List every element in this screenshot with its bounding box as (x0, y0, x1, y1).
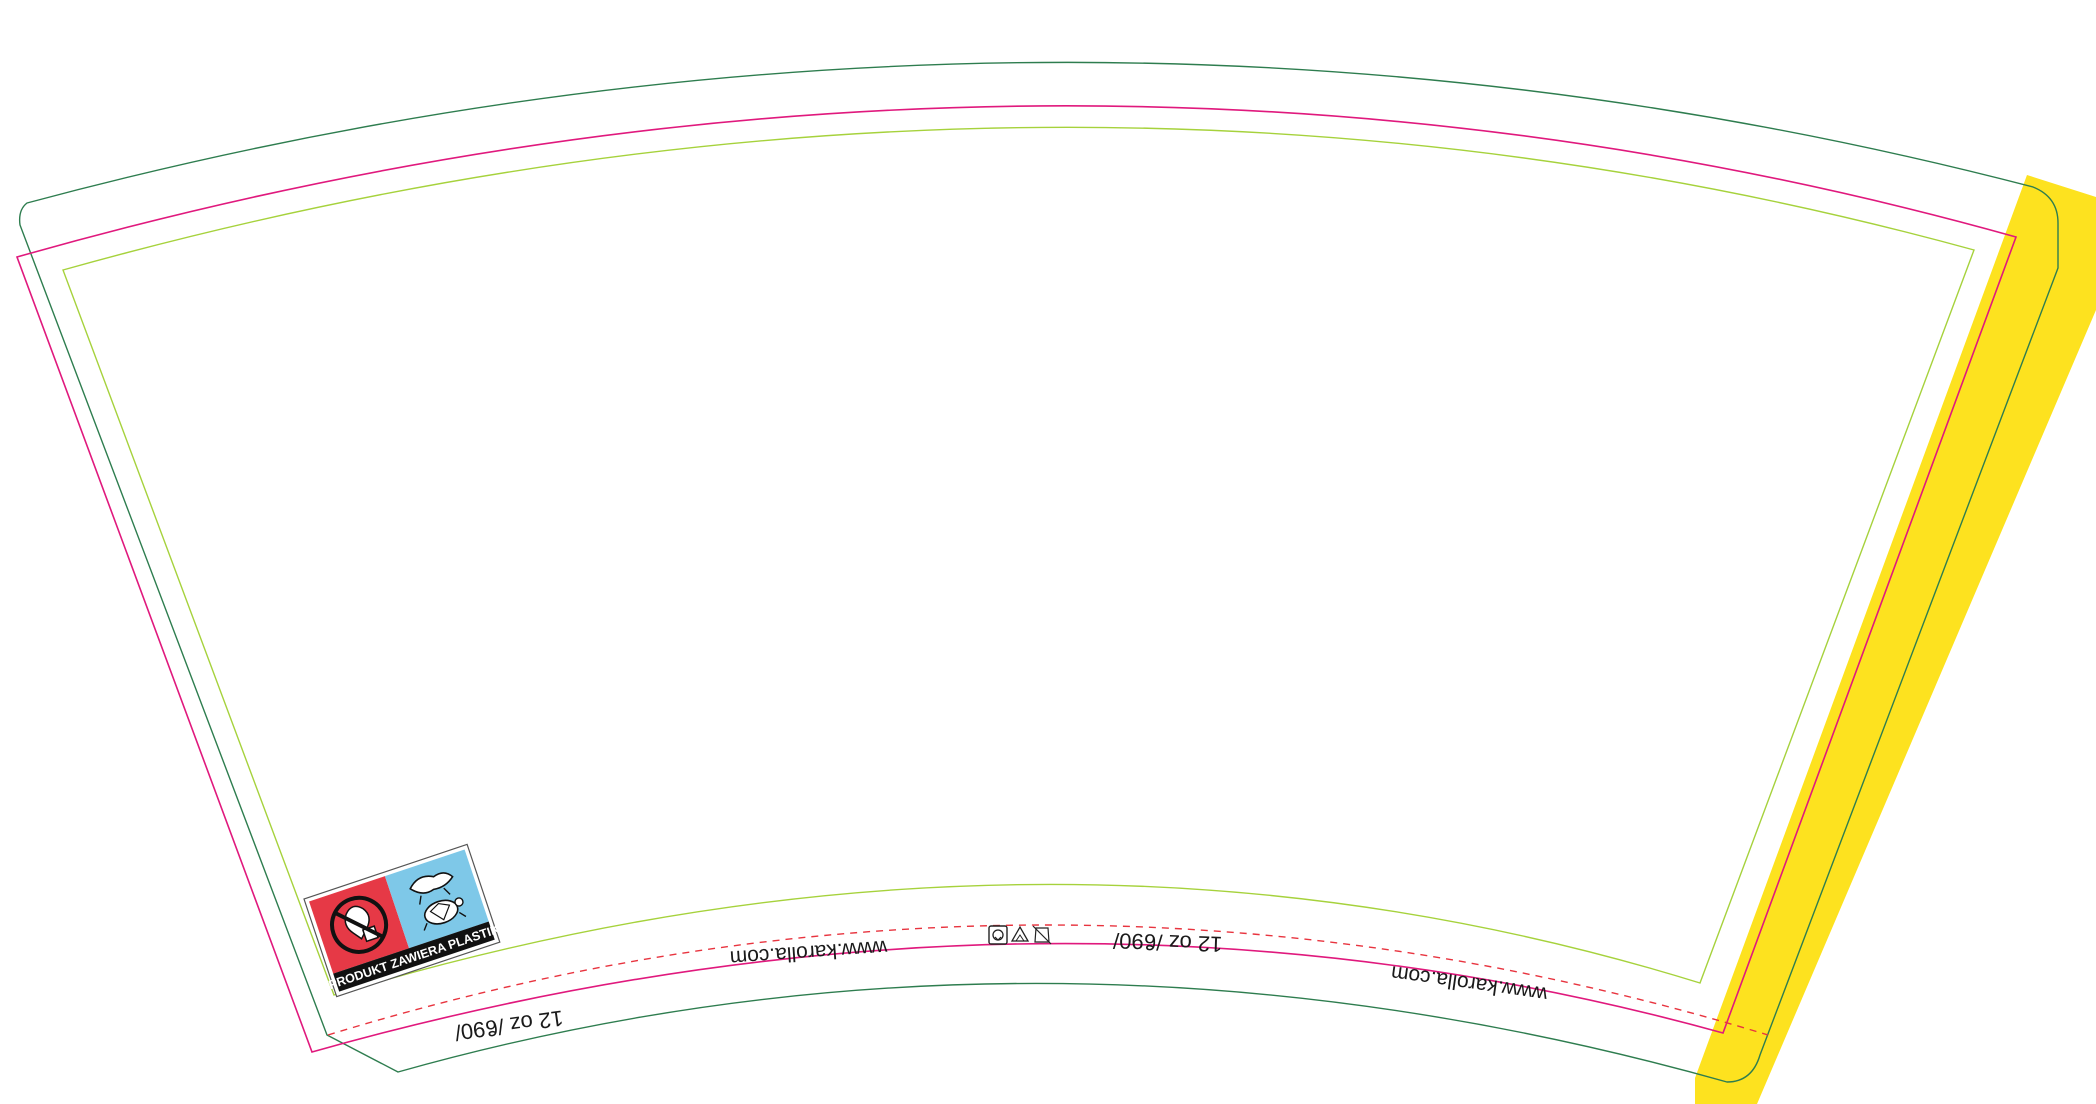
recycle-icon (988, 925, 1008, 945)
url-label-right: www.karolla.com (1389, 961, 1549, 1006)
plastic-warning-badge: PRODUKT ZAWIERA PLASTIK (303, 843, 501, 998)
safe-area-line (62, 126, 1975, 996)
food-safe-icon (1010, 925, 1030, 942)
turtle-plastic-icon (409, 872, 467, 931)
die-cut-line (18, 61, 2059, 1083)
badge-right-panel (384, 849, 489, 949)
badge-footer (333, 921, 495, 992)
size-label-right: 12 oz /ϐ90/ (1112, 928, 1223, 957)
glue-flap (1695, 175, 2096, 1104)
url-label-left: www.karolla.com (729, 935, 889, 969)
no-dishwasher-icon (1032, 925, 1052, 945)
care-symbols (988, 925, 1052, 945)
bleed-line (15, 105, 2018, 1053)
fold-line (327, 924, 1769, 1036)
no-littering-icon (330, 895, 389, 954)
